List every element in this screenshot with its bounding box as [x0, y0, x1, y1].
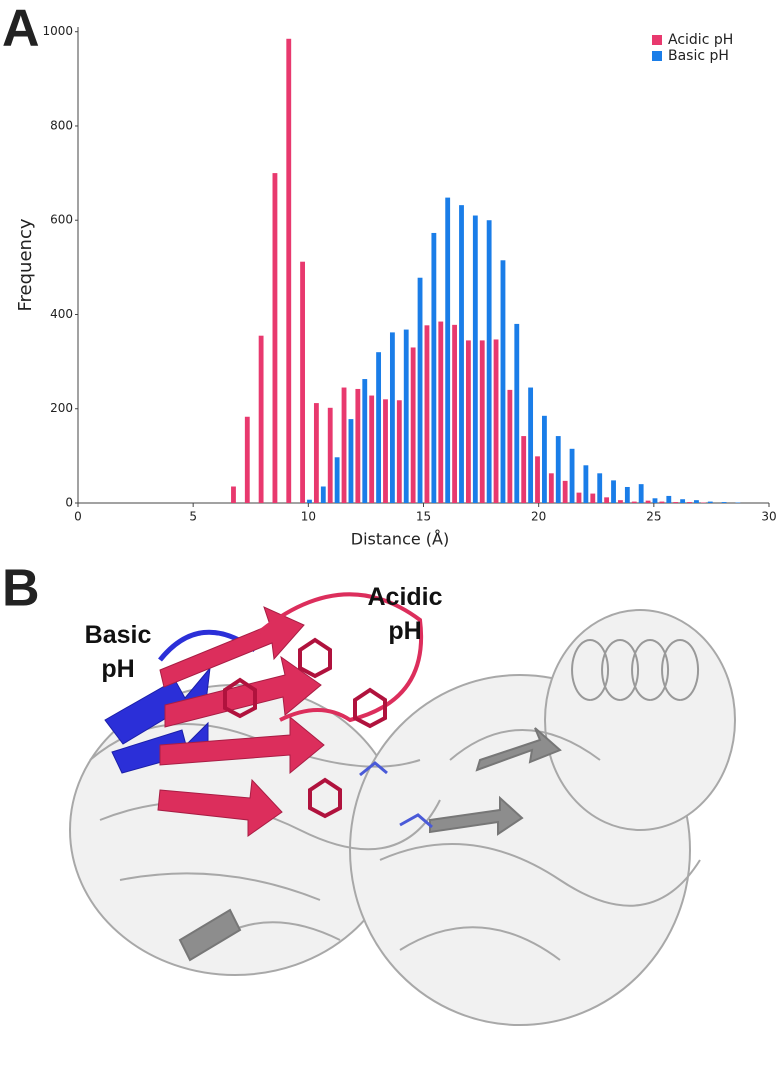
protein-structure — [69, 609, 736, 1026]
panel-label: B — [2, 560, 40, 618]
legend-label: Acidic pH — [668, 32, 733, 48]
bar — [500, 260, 506, 503]
bar — [376, 352, 382, 503]
bar — [445, 197, 451, 503]
gray-strand — [178, 727, 562, 962]
ligand — [359, 761, 433, 829]
y-tick-label: 600 — [50, 213, 73, 227]
bar — [334, 457, 340, 503]
bar — [320, 486, 326, 503]
bar — [673, 502, 679, 503]
red-strand — [157, 606, 325, 837]
bar — [244, 416, 250, 503]
panel-label: A — [2, 0, 40, 58]
bar — [258, 335, 264, 503]
bar — [327, 407, 333, 503]
x-tick-label: 30 — [761, 510, 776, 524]
bar — [355, 388, 361, 503]
bar — [341, 387, 347, 503]
structure-label: Acidic pH — [367, 583, 443, 645]
bar — [410, 347, 416, 503]
legend-label: Basic pH — [668, 48, 729, 64]
x-tick-label: 0 — [74, 510, 82, 524]
bar — [611, 480, 616, 503]
bar — [272, 173, 278, 504]
bar — [417, 277, 423, 503]
bar — [465, 340, 471, 503]
bar — [307, 499, 312, 503]
x-tick-label: 10 — [301, 510, 316, 524]
bar — [424, 325, 430, 503]
bar — [479, 340, 485, 503]
y-tick-label: 200 — [50, 401, 73, 415]
red-sidechain — [223, 637, 387, 819]
helical-domain — [544, 609, 736, 831]
bar — [369, 395, 375, 503]
bar — [721, 502, 727, 503]
bar — [631, 501, 637, 503]
y-tick-label: 800 — [50, 118, 73, 132]
bar — [452, 324, 458, 503]
bar — [548, 473, 554, 503]
bar — [431, 232, 437, 504]
bar — [666, 495, 672, 503]
bar — [576, 492, 582, 503]
bar — [659, 501, 665, 503]
bar — [300, 261, 305, 503]
bar — [507, 389, 513, 503]
bar — [472, 215, 478, 504]
bar — [569, 448, 575, 503]
bar — [680, 499, 686, 503]
y-tick-label: 400 — [50, 307, 73, 321]
bar — [389, 332, 395, 503]
bar — [597, 473, 603, 503]
y-tick-label: 1000 — [42, 24, 73, 38]
bar — [438, 321, 444, 503]
helix — [571, 639, 700, 701]
highlighted-region — [104, 592, 433, 837]
x-axis-label: Distance (Å) — [351, 530, 449, 549]
y-tick-label: 0 — [65, 496, 73, 510]
bar — [403, 329, 409, 503]
bar — [707, 501, 713, 503]
bar — [590, 493, 596, 503]
bar — [528, 387, 534, 503]
bar — [231, 486, 236, 503]
x-tick-label: 5 — [189, 510, 197, 524]
legend-swatch — [652, 35, 662, 45]
bar — [583, 465, 589, 503]
bar — [638, 484, 644, 503]
bar — [535, 456, 540, 503]
bar — [486, 220, 492, 503]
bar — [555, 436, 561, 503]
bar — [286, 38, 292, 504]
bar — [604, 497, 610, 503]
bar — [542, 415, 547, 503]
bar — [459, 205, 464, 503]
bar — [313, 403, 319, 503]
bar — [652, 498, 658, 503]
bar — [396, 400, 402, 503]
bar — [624, 486, 630, 503]
bar — [687, 502, 692, 503]
bar — [562, 480, 568, 503]
x-tick-label: 20 — [531, 510, 546, 524]
red-loop — [248, 592, 424, 723]
structure-label: Basic pH — [84, 621, 152, 683]
bar — [348, 419, 354, 503]
bar — [521, 436, 527, 503]
bar — [362, 379, 368, 503]
bar — [645, 500, 651, 503]
x-tick-label: 25 — [646, 510, 661, 524]
y-axis-label: Frequency — [15, 218, 36, 311]
bar — [383, 399, 388, 503]
bar — [618, 500, 623, 503]
x-tick-label: 15 — [416, 510, 431, 524]
bar — [694, 500, 699, 503]
bar — [493, 339, 499, 503]
legend-swatch — [652, 51, 662, 61]
bar — [514, 323, 520, 503]
